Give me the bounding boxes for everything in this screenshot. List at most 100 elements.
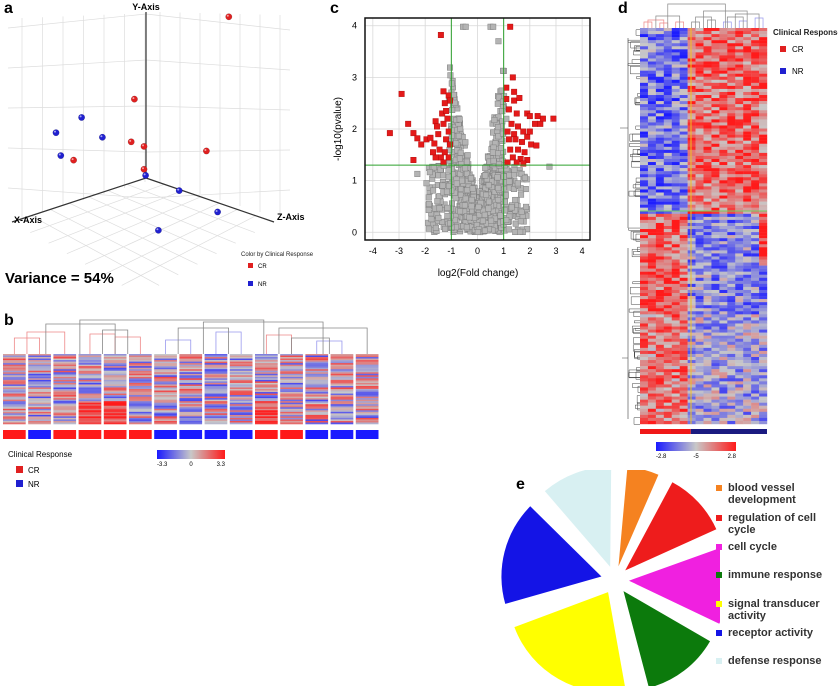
heatmap-d-cell — [655, 204, 665, 208]
heatmap-d-cell — [647, 326, 657, 330]
heatmap-d-cell — [655, 390, 665, 394]
heatmap-b-cell — [255, 355, 278, 358]
heatmap-d-cell — [759, 119, 768, 123]
heatmap-d-cell — [687, 85, 696, 90]
heatmap-d-cell — [735, 128, 744, 132]
heatmap-b-cell — [305, 355, 329, 358]
dendrogram-branch — [633, 190, 640, 197]
heatmap-d-cell — [640, 299, 649, 303]
heatmap-d-cell — [687, 140, 696, 144]
heatmap-d-cell — [687, 238, 696, 242]
heatmap-d-cell — [687, 271, 696, 275]
heatmap-d-cell — [695, 253, 704, 257]
heatmap-d-cell — [719, 363, 728, 367]
heatmap-d-cell — [679, 353, 688, 358]
pie-legend-label: cell cycle — [728, 541, 777, 553]
heatmap-d-cell — [727, 82, 736, 87]
heatmap-d-cell — [759, 198, 768, 202]
heatmap-b-cell — [28, 402, 51, 405]
heatmap-d-cell — [671, 198, 680, 202]
heatmap-d-cell — [727, 381, 736, 385]
heatmap-d-cell — [743, 356, 752, 361]
heatmap-d-cell — [671, 183, 680, 187]
heatmap-b-cell — [78, 373, 102, 376]
heatmap-b-cell — [305, 382, 329, 385]
heatmap-d-cell — [727, 232, 736, 236]
heatmap-b-cell — [280, 401, 303, 403]
heatmap-b-group-cell-cr — [280, 430, 303, 439]
heatmap-d-cell — [663, 122, 672, 126]
heatmap-d-cell — [711, 46, 720, 50]
heatmap-d-cell — [671, 134, 680, 138]
heatmap-b-cell — [355, 405, 379, 408]
volcano-point-nonsignificant — [491, 117, 498, 124]
volcano-threshold-lines — [365, 18, 590, 240]
heatmap-b-cell — [330, 378, 354, 381]
heatmap-b-cell — [154, 416, 177, 419]
heatmap-d-cell — [759, 134, 768, 138]
heatmap-b-cell — [179, 419, 203, 422]
heatmap-b-cell — [53, 360, 77, 362]
heatmap-d-cell — [743, 198, 752, 202]
heatmap-d-cell — [759, 356, 768, 361]
heatmap-d-cell — [640, 244, 649, 248]
heatmap-d-cell — [719, 311, 728, 315]
volcano-point-significant — [503, 96, 510, 103]
heatmap-d-cell — [719, 384, 728, 388]
volcano-point-significant — [524, 133, 531, 140]
heatmap-b-cell — [305, 419, 329, 422]
heatmap-d-cell — [759, 174, 768, 178]
heatmap-d-cell — [735, 293, 744, 297]
heatmap-d-cell — [727, 58, 736, 62]
heatmap-d-cell — [743, 296, 752, 300]
volcano-point-nonsignificant — [449, 106, 456, 113]
heatmap-d-cell — [640, 393, 649, 397]
heatmap-d-cell — [719, 219, 728, 224]
heatmap-d-cell — [687, 219, 696, 224]
heatmap-d-cell — [735, 88, 744, 93]
heatmap-d-cell — [743, 259, 752, 263]
heatmap-d-cell — [735, 110, 744, 114]
heatmap-d-cell — [695, 366, 704, 370]
heatmap-b-cell — [129, 405, 152, 408]
heatmap-d-cell — [647, 390, 657, 394]
heatmap-b-cell — [355, 407, 379, 410]
heatmap-b-cell — [3, 373, 26, 376]
heatmap-d-cell — [703, 140, 712, 144]
heatmap-d-cell — [687, 122, 696, 126]
heatmap-b-cell — [255, 369, 278, 372]
heatmap-b-cell — [355, 402, 379, 405]
heatmap-d-cell — [727, 73, 736, 77]
heatmap-b-cell — [255, 398, 278, 400]
heatmap-d-cell — [719, 125, 728, 129]
heatmap-b-cell — [229, 354, 253, 356]
volcano-point-nonsignificant — [546, 163, 553, 170]
heatmap-d-cell — [663, 137, 672, 141]
heatmap-b-cell — [179, 385, 203, 388]
heatmap-b-cell — [53, 357, 77, 359]
heatmap-d-cell — [663, 134, 672, 138]
heatmap-d-cell — [687, 302, 696, 306]
heatmap-d-cell — [743, 393, 752, 397]
heatmap-b-cell — [78, 414, 102, 417]
volcano-point-significant — [550, 115, 557, 122]
heatmap-d-cell — [671, 372, 680, 376]
heatmap-d-cell — [640, 259, 649, 263]
heatmap-d-cell — [640, 335, 649, 339]
volcano-y-tick-label: 0 — [352, 227, 357, 237]
heatmap-d-cell — [759, 347, 768, 352]
heatmap-d-cell — [759, 91, 768, 96]
heatmap-d-cell — [703, 268, 712, 272]
heatmap-d-group-bar-cr — [640, 429, 691, 434]
heatmap-d-cell — [655, 180, 665, 184]
heatmap-d-cell — [751, 296, 760, 300]
heatmap-d-cell — [655, 396, 665, 400]
volcano-point-significant — [512, 136, 519, 143]
heatmap-b-cell — [280, 417, 303, 420]
heatmap-d-cell — [655, 95, 665, 99]
heatmap-d-cell — [679, 67, 688, 71]
heatmap-b-cell — [3, 357, 26, 359]
heatmap-b-cell — [53, 389, 77, 391]
pca-point-highlight — [215, 209, 218, 212]
heatmap-d-cell — [655, 189, 665, 193]
